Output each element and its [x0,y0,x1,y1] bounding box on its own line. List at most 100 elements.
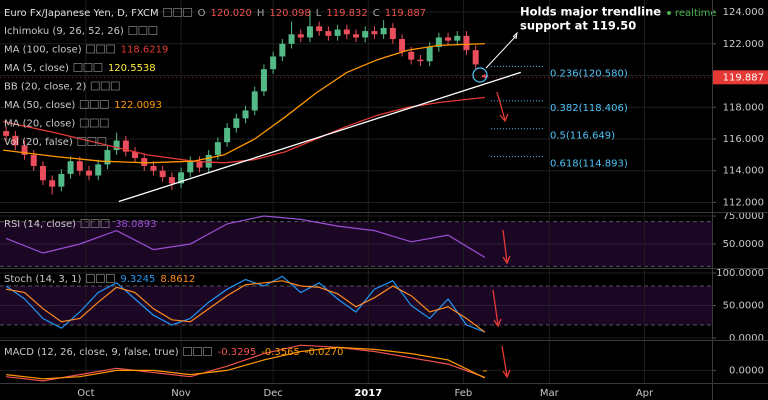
overlay: 112.000114.000116.000118.000120.000122.0… [4,5,768,399]
indicator-line [6,344,486,382]
candle-body [426,46,433,62]
y-tick-label: 124.000 [723,7,764,18]
candle-body [49,180,56,187]
ohlc-value: 120.020 [211,8,252,19]
candle-body [242,110,249,119]
legend-icon [93,63,103,72]
legend-icon [90,219,100,228]
candle-body [67,161,74,174]
indicator-value: 120.5538 [108,63,156,74]
candle-body [21,145,28,155]
y-tick-label: 118.000 [723,102,764,113]
legend-icon [96,44,106,54]
indicator-name: Vol (20, false) [4,137,73,148]
candle-body [334,29,341,36]
candle-body [463,35,470,51]
legend-icon [183,347,193,356]
candle-body [454,35,461,41]
candle-body [389,27,396,40]
pane-title: Stoch (14, 3, 1) [4,274,81,285]
candle-body [325,31,332,36]
indicator-line [5,280,486,333]
candle-body [39,165,46,181]
x-tick-label: Mar [540,388,560,399]
grid [0,0,712,383]
pane-value: -0.0270 [305,347,344,358]
candle-body [233,118,240,128]
chart-title: Euro Fx/Japanese Yen, D, FXCM [4,8,159,19]
x-tick-label: 2017 [354,388,382,399]
legend-icon [79,118,89,128]
ohlc-key: L [316,8,322,19]
candle-body [316,26,323,32]
candle-body [122,140,129,152]
pane-title: RSI (14, close) [4,219,76,230]
y-tick-label: 112.000 [723,197,764,208]
candle-body [288,34,295,44]
legend-icon [106,44,116,54]
y-tick-label: 0.0000 [729,333,764,344]
realtime-label: realtime [675,8,717,19]
legend-icon [87,137,97,146]
ohlc-key: O [198,8,206,19]
arrow [492,289,502,328]
y-tick-label: 116.000 [723,134,764,145]
indicator-name: BB (20, close, 2) [4,82,86,93]
x-tick-label: Apr [636,388,654,399]
y-tick-label: 114.000 [723,166,764,177]
indicator-name: MA (100, close) [4,45,82,56]
candle-body [205,154,212,168]
indicator-band [0,221,712,267]
candle-body [196,161,203,168]
candle-body [251,91,258,111]
legend-icon [100,81,110,91]
pane-value: -0.3565 [261,347,300,358]
y-tick-label: 0.0000 [729,365,764,376]
candle-body [214,142,221,155]
annotation-pointer [485,35,517,69]
fib-label: 0.382(118.406) [550,103,628,114]
candle-body [104,150,111,165]
last-price-tag [713,70,768,85]
candle-body [95,164,102,176]
annotation-arrowhead [512,31,518,40]
candle-body [141,158,148,166]
realtime-dot [667,11,671,15]
candle-body [445,37,452,41]
annotation: support at 119.50 [520,19,636,33]
legend-icon [95,274,105,283]
indicator-band [0,286,712,325]
indicator-value: 118.6219 [121,45,169,56]
indicator-name: MA (5, close) [4,63,69,74]
candle-body [362,31,369,38]
candle-body [472,50,479,65]
histogram-bar [482,370,487,372]
legend-icon [138,26,148,35]
pane-value: 9.3245 [120,274,155,285]
fib-label: 0.236(120.580) [550,68,628,79]
candle-body [260,69,267,92]
last-price-label: 119.887 [723,72,764,83]
candle-body [279,43,286,57]
candle-body [187,161,194,173]
moving-average [2,96,485,164]
moving-average [3,42,485,164]
candle-body [168,177,175,184]
legend-icon [99,100,109,109]
legend-icon [97,137,107,146]
pane-value: 38.0893 [115,219,156,230]
candle-body [178,172,185,184]
y-tick-label: 50.0000 [723,239,764,250]
fib-label: 0.5(116.649) [550,131,615,142]
legend-icon [73,63,83,72]
legend-icon [193,347,203,356]
indicator-line [5,275,486,333]
legend-icon [183,8,193,17]
support-circle [472,67,488,83]
candle-body [76,161,83,171]
pane-value: 8.8612 [160,274,195,285]
legend-icon [83,63,93,72]
candle-body [86,170,92,176]
